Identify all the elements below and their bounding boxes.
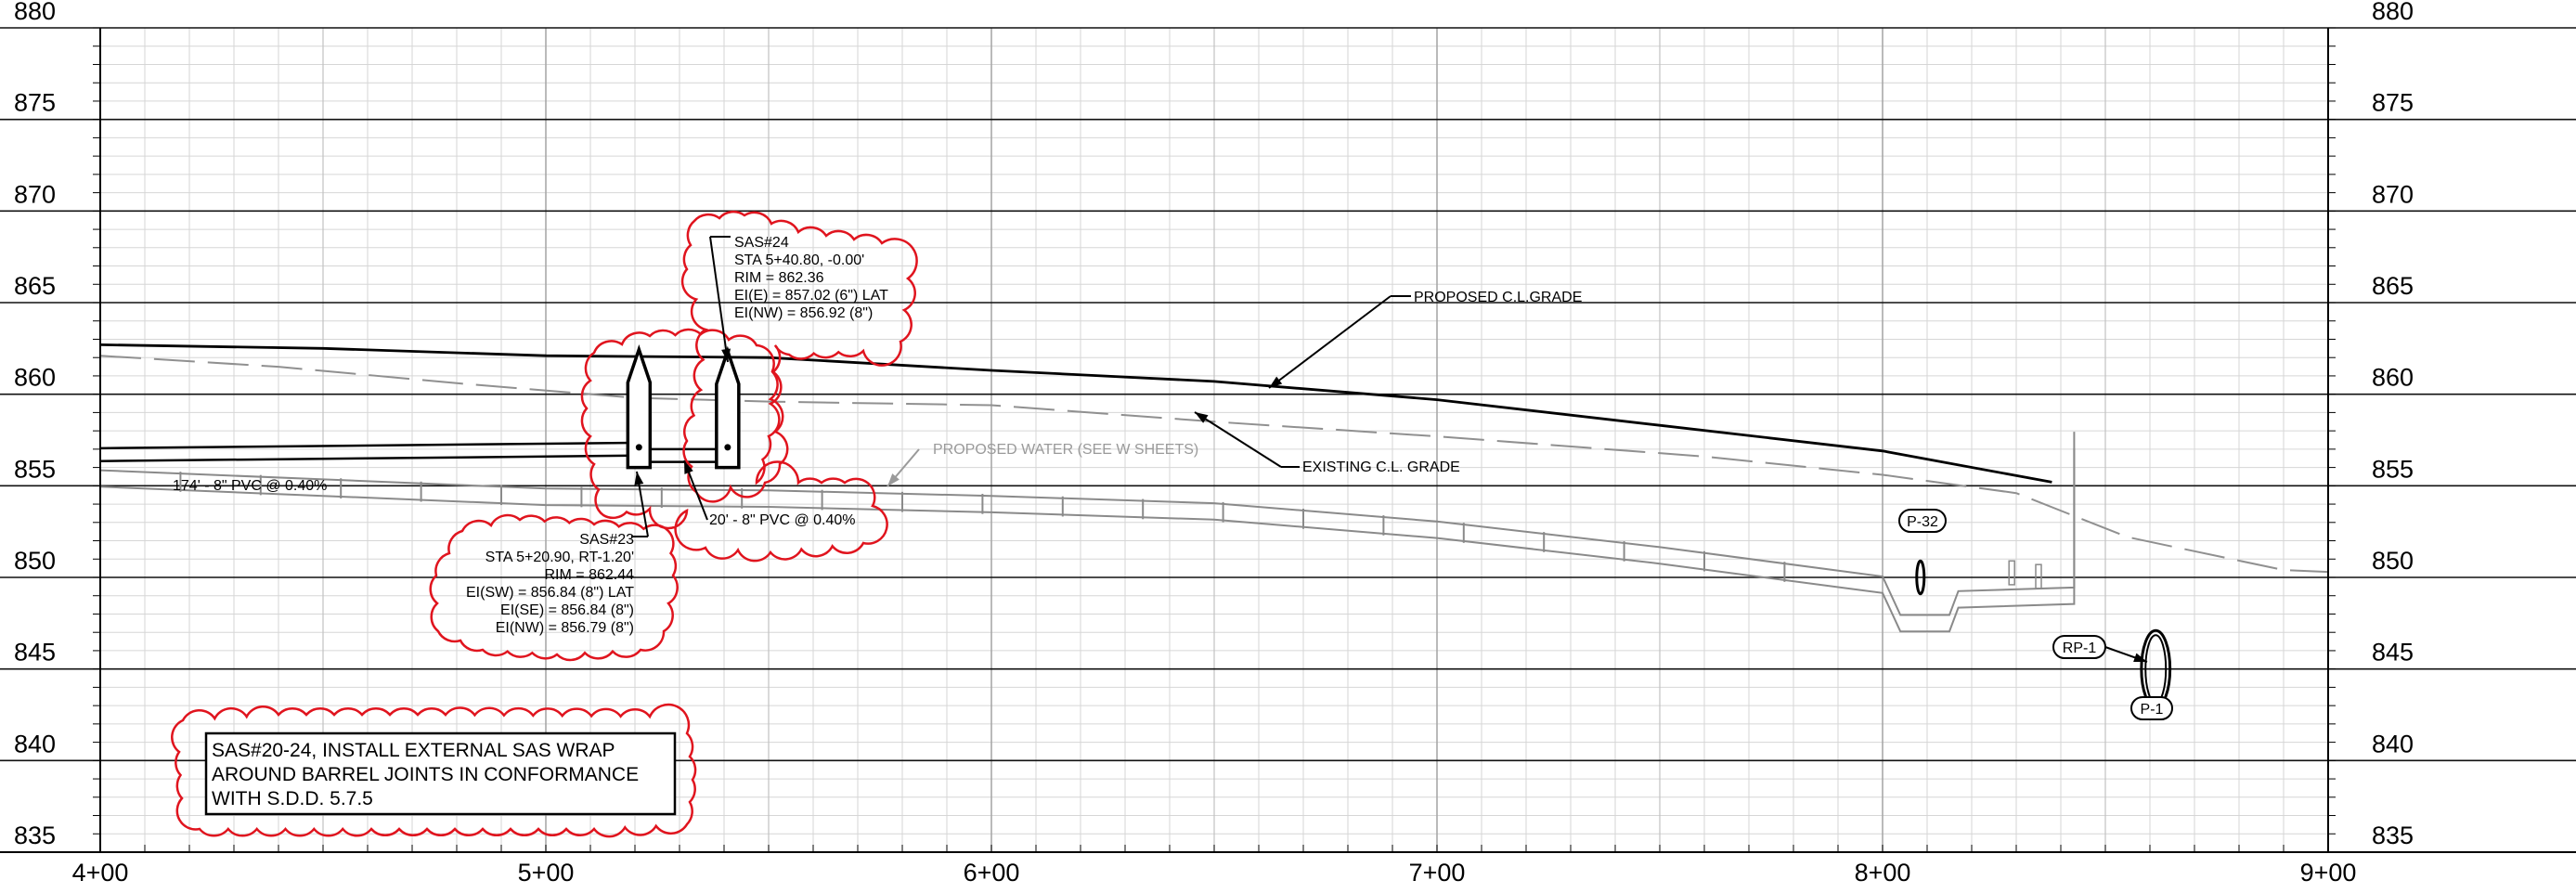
existing-grade-leader-arrowhead xyxy=(1195,412,1209,423)
annotations-layer: 174' - 8" PVC @ 0.40% 20' - 8" PVC @ 0.40… xyxy=(173,235,2173,816)
proposed-grade-label: PROPOSED C.L.GRADE xyxy=(1414,290,1582,305)
y-tick-label-left: 865 xyxy=(14,272,56,300)
x-tick-label: 9+00 xyxy=(2300,859,2357,887)
existing-grade-label: EXISTING C.L. GRADE xyxy=(1302,459,1460,475)
note-box xyxy=(204,731,677,816)
sas23-callout-line: SAS#23 xyxy=(579,532,634,548)
pipe-label-174ft: 174' - 8" PVC @ 0.40% xyxy=(173,478,327,494)
pipe2-leader-arrowhead xyxy=(684,460,693,474)
x-tick-label: 7+00 xyxy=(1409,859,1466,887)
y-tick-label-left: 850 xyxy=(14,547,56,575)
note-line: SAS#20-24, INSTALL EXTERNAL SAS WRAP xyxy=(212,740,615,761)
sas23-callout-line: EI(NW) = 856.79 (8") xyxy=(496,620,634,636)
existing-grade-leader xyxy=(1194,411,1282,468)
sas24-callout-line: EI(NW) = 856.92 (8") xyxy=(734,305,873,321)
y-tick-label-right: 835 xyxy=(2372,822,2414,849)
y-tick-label-left: 870 xyxy=(14,180,56,208)
y-tick-label-right: 840 xyxy=(2372,730,2414,757)
manhole-sas24 xyxy=(715,345,741,470)
water-leader-arrowhead xyxy=(887,473,900,486)
y-tick-label-right: 880 xyxy=(2372,0,2414,25)
structures-layer xyxy=(626,344,741,470)
sas23-callout-line: EI(SW) = 856.84 (8") LAT xyxy=(466,585,634,601)
sas23-callout-line: EI(SE) = 856.84 (8") xyxy=(500,602,634,618)
series-water-top xyxy=(99,432,2076,616)
sas24-callout-line: RIM = 862.36 xyxy=(734,270,824,286)
tag-p32: P-32 xyxy=(1907,514,1938,530)
note-line: WITH S.D.D. 5.7.5 xyxy=(212,788,373,809)
y-tick-label-left: 845 xyxy=(14,639,56,667)
x-tick-label: 6+00 xyxy=(964,859,1020,887)
sas23-leader-arrowhead xyxy=(634,472,644,485)
sas23-callout-line: RIM = 862.44 xyxy=(545,567,635,583)
y-tick-label-right: 865 xyxy=(2372,272,2414,300)
rp1-leader-arrowhead xyxy=(2133,653,2147,663)
revision-clouds xyxy=(171,210,918,838)
x-tick-label: 4+00 xyxy=(72,859,129,887)
pipe-crossing-p32 xyxy=(1915,559,1926,596)
series-layer xyxy=(99,343,2329,633)
sas23-callout-line: STA 5+20.90, RT-1.20' xyxy=(485,550,634,565)
sas24-leader-arrowhead xyxy=(721,348,731,362)
y-tick-label-right: 875 xyxy=(2372,89,2414,117)
series-proposed-grade xyxy=(99,343,2052,484)
water-label: PROPOSED WATER (SEE W SHEETS) xyxy=(933,442,1198,458)
water-fitting xyxy=(2008,560,2015,586)
revision-cloud-4 xyxy=(171,703,697,838)
sas24-callout-line: SAS#24 xyxy=(734,235,789,251)
y-tick-label-left: 875 xyxy=(14,89,56,117)
water-fitting xyxy=(2035,563,2042,589)
tag-p1-outline xyxy=(2130,696,2173,720)
y-tick-label-right: 850 xyxy=(2372,547,2414,575)
y-tick-label-left: 880 xyxy=(14,0,56,25)
note-line: AROUND BARREL JOINTS IN CONFORMANCE xyxy=(212,764,639,785)
y-tick-label-right: 870 xyxy=(2372,180,2414,208)
series-water-bottom xyxy=(99,447,2076,633)
revision-cloud-2 xyxy=(580,328,888,563)
pipe-top xyxy=(99,441,636,450)
x-tick-label: 8+00 xyxy=(1855,859,1911,887)
series-existing-grade xyxy=(99,355,2329,574)
y-tick-label-left: 860 xyxy=(14,364,56,392)
y-tick-label-left: 835 xyxy=(14,822,56,849)
y-tick-label-left: 840 xyxy=(14,730,56,757)
sas24-callout-line: EI(E) = 857.02 (6") LAT xyxy=(734,288,888,304)
tag-p1: P-1 xyxy=(2141,702,2164,718)
grid xyxy=(0,27,2576,853)
y-tick-label-right: 855 xyxy=(2372,455,2414,483)
x-tick-label: 5+00 xyxy=(518,859,575,887)
manhole-invert-dot xyxy=(724,444,731,451)
y-tick-label-right: 845 xyxy=(2372,639,2414,667)
sas24-leader xyxy=(709,236,729,363)
pipe-bottom xyxy=(99,454,636,462)
manhole-sas23 xyxy=(626,344,653,470)
revision-cloud-1 xyxy=(680,210,918,503)
pipe-label-20ft: 20' - 8" PVC @ 0.40% xyxy=(709,512,856,528)
tag-p32-outline xyxy=(1898,509,1947,533)
tag-rp1: RP-1 xyxy=(2063,641,2097,656)
y-tick-label-right: 860 xyxy=(2372,364,2414,392)
y-tick-label-left: 855 xyxy=(14,455,56,483)
manhole-invert-dot xyxy=(635,444,642,451)
sas24-callout-line: STA 5+40.80, -0.00' xyxy=(734,252,864,268)
proposed-grade-leader xyxy=(1268,295,1392,389)
revision-cloud-3 xyxy=(429,513,679,662)
proposed-grade-leader-arrowhead xyxy=(1269,376,1283,388)
